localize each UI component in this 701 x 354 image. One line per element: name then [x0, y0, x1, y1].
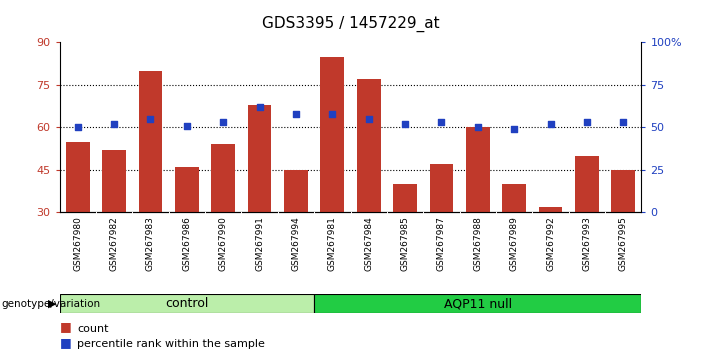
Text: GSM267985: GSM267985 — [400, 216, 409, 271]
Point — [508, 126, 519, 132]
Bar — [430, 164, 454, 212]
Point — [145, 116, 156, 122]
Bar — [357, 79, 381, 212]
Text: GDS3395 / 1457229_at: GDS3395 / 1457229_at — [261, 16, 440, 32]
Point — [400, 121, 411, 127]
Point — [217, 120, 229, 125]
Text: GSM267981: GSM267981 — [328, 216, 336, 271]
Bar — [66, 142, 90, 212]
Text: GSM267986: GSM267986 — [182, 216, 191, 271]
Text: ▶: ▶ — [48, 298, 56, 309]
Text: GSM267983: GSM267983 — [146, 216, 155, 271]
Bar — [466, 127, 489, 212]
Text: GSM267994: GSM267994 — [292, 216, 301, 271]
Point — [581, 120, 592, 125]
Bar — [611, 170, 635, 212]
Text: ■: ■ — [60, 320, 72, 333]
Text: GSM267992: GSM267992 — [546, 216, 555, 271]
Point — [545, 121, 556, 127]
Text: ■: ■ — [60, 336, 72, 349]
Point — [290, 111, 301, 117]
Bar — [393, 184, 417, 212]
Text: GSM267995: GSM267995 — [619, 216, 627, 271]
Bar — [175, 167, 198, 212]
Point — [182, 123, 193, 129]
Bar — [247, 105, 271, 212]
Point — [327, 111, 338, 117]
Text: GSM267988: GSM267988 — [473, 216, 482, 271]
Text: GSM267991: GSM267991 — [255, 216, 264, 271]
Point — [363, 116, 374, 122]
Text: GSM267980: GSM267980 — [74, 216, 82, 271]
Text: GSM267993: GSM267993 — [583, 216, 592, 271]
Text: GSM267982: GSM267982 — [109, 216, 118, 271]
Bar — [284, 170, 308, 212]
Text: genotype/variation: genotype/variation — [1, 298, 100, 309]
Bar — [60, 294, 314, 313]
Text: percentile rank within the sample: percentile rank within the sample — [77, 339, 265, 349]
Point — [254, 104, 265, 110]
Bar — [212, 144, 235, 212]
Bar — [503, 184, 526, 212]
Text: GSM267990: GSM267990 — [219, 216, 228, 271]
Point — [618, 120, 629, 125]
Point — [472, 125, 484, 130]
Text: count: count — [77, 324, 109, 334]
Text: GSM267984: GSM267984 — [365, 216, 373, 271]
Text: AQP11 null: AQP11 null — [444, 297, 512, 310]
Text: GSM267987: GSM267987 — [437, 216, 446, 271]
Text: GSM267989: GSM267989 — [510, 216, 519, 271]
Bar — [575, 156, 599, 212]
Bar — [320, 57, 344, 212]
Text: control: control — [165, 297, 209, 310]
Point — [109, 121, 120, 127]
Bar — [314, 294, 641, 313]
Bar — [139, 71, 163, 212]
Point — [72, 125, 83, 130]
Point — [436, 120, 447, 125]
Bar — [102, 150, 126, 212]
Bar — [538, 207, 562, 212]
